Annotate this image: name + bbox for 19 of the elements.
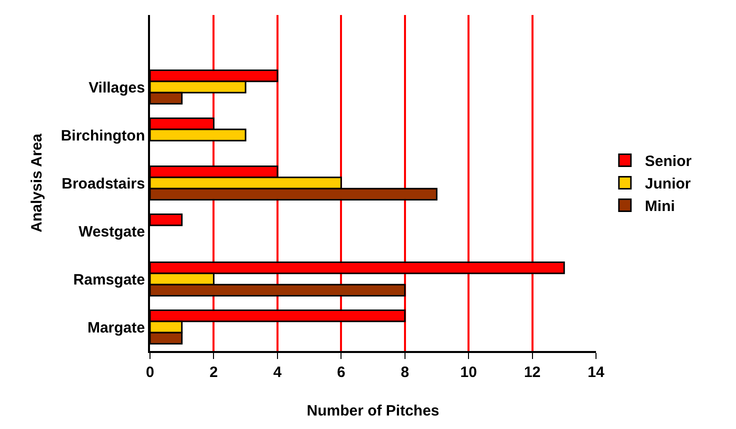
y-tick-label: Birchington xyxy=(60,127,145,144)
legend-label: Senior xyxy=(644,153,692,170)
x-tick-label: 4 xyxy=(273,364,282,381)
x-tick-label: 12 xyxy=(524,364,541,381)
y-tick-label: Broadstairs xyxy=(62,175,145,192)
legend-label: Junior xyxy=(644,176,691,193)
y-tick-label: Margate xyxy=(87,319,145,336)
x-tick-label: 6 xyxy=(336,364,346,381)
x-tick-label: 0 xyxy=(146,364,154,381)
y-tick-label: Westgate xyxy=(78,223,145,240)
x-axis-title: Number of Pitches xyxy=(306,402,440,420)
x-tick-label: 2 xyxy=(210,364,218,381)
x-tick-label: 10 xyxy=(460,364,477,381)
y-axis-title: Analysis Area xyxy=(28,133,46,232)
x-tick-label: 14 xyxy=(588,364,605,381)
x-tick-label: 8 xyxy=(400,364,410,381)
legend-label: Mini xyxy=(644,198,675,216)
y-tick-label: Ramsgate xyxy=(73,271,145,288)
y-tick-label: Villages xyxy=(88,79,145,96)
